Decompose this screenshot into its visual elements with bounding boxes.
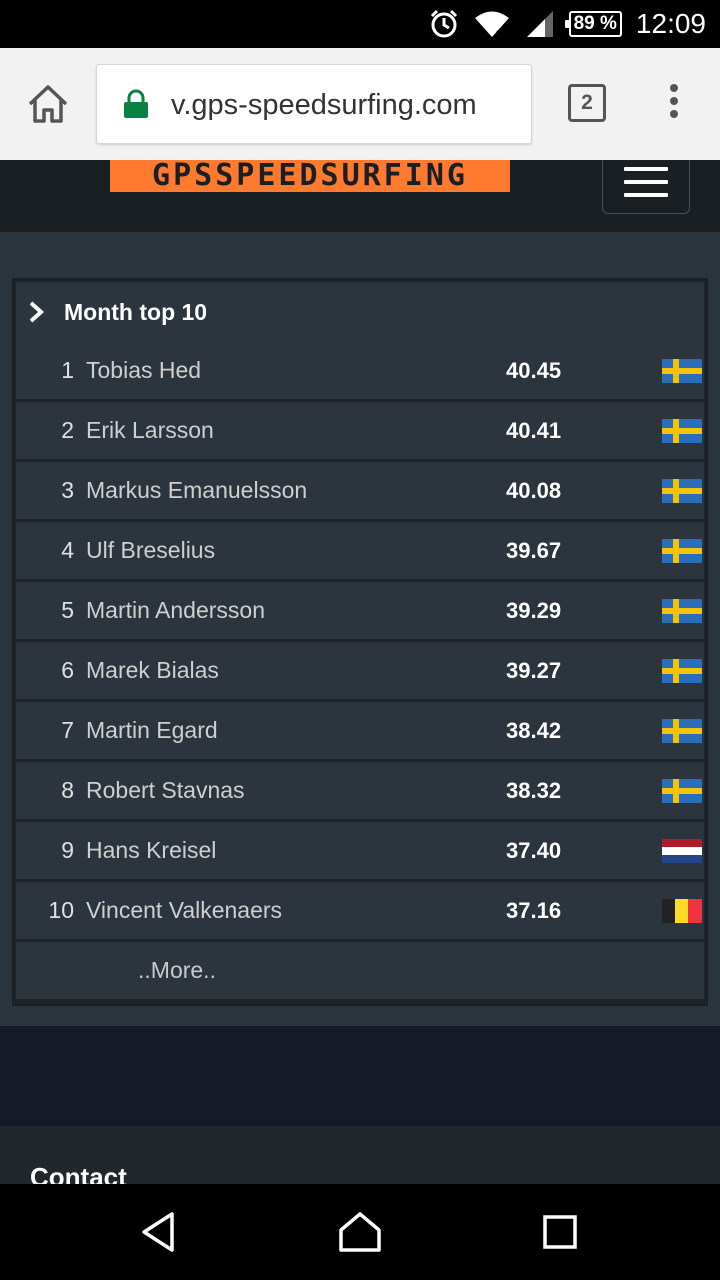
sweden-flag-icon	[662, 419, 702, 443]
month-top10-panel: Month top 10 1 Tobias Hed 40.45 2 Erik Larss…	[12, 278, 708, 1006]
speed-value: 38.42	[506, 718, 562, 743]
contact-heading: Contact	[30, 1162, 127, 1184]
chevron-right-icon	[29, 301, 44, 323]
surfer-name[interactable]: Tobias Hed	[86, 357, 202, 383]
leaderboard-row[interactable]: 1 Tobias Hed 40.45	[16, 342, 704, 399]
web-page: GPSSPEEDSURFING Month top 10 1 Tobias Hed…	[0, 160, 720, 1184]
surfer-name[interactable]: Marek Bialas	[86, 657, 219, 683]
surfer-name[interactable]: Hans Kreisel	[86, 837, 217, 863]
leaderboard-row[interactable]: 6 Marek Bialas 39.27	[16, 642, 704, 699]
rank: 10	[48, 897, 74, 923]
rank: 9	[61, 837, 74, 863]
sweden-flag-icon	[662, 539, 702, 563]
battery-indicator: 89 %	[564, 11, 622, 37]
surfer-name[interactable]: Erik Larsson	[86, 417, 214, 443]
surfer-name[interactable]: Ulf Breselius	[86, 537, 216, 563]
surfer-name[interactable]: Markus Emanuelsson	[86, 477, 308, 503]
rank: 4	[61, 537, 74, 563]
surfer-name[interactable]: Martin Egard	[86, 717, 218, 743]
home-icon[interactable]	[24, 80, 72, 128]
rank: 7	[61, 717, 74, 743]
sweden-flag-icon	[662, 479, 702, 503]
speed-value: 40.08	[506, 478, 562, 503]
site-logo[interactable]: GPSSPEEDSURFING	[110, 160, 510, 192]
speed-value: 39.29	[506, 598, 562, 623]
footer: Contact	[0, 1126, 720, 1184]
leaderboard-row[interactable]: 2 Erik Larsson 40.41	[16, 402, 704, 459]
url-bar[interactable]: v.gps-speedsurfing.com	[96, 64, 532, 144]
leaderboard-row[interactable]: 5 Martin Andersson 39.29	[16, 582, 704, 639]
lock-icon	[124, 89, 148, 118]
home-nav-icon[interactable]	[336, 1208, 384, 1256]
leaderboard-row[interactable]: 7 Martin Egard 38.42	[16, 702, 704, 759]
speed-value: 39.27	[506, 658, 562, 683]
sweden-flag-icon	[662, 659, 702, 683]
speed-value: 40.41	[506, 418, 562, 443]
rank: 1	[61, 357, 74, 383]
url-text[interactable]: v.gps-speedsurfing.com	[171, 89, 477, 121]
rank: 8	[61, 777, 74, 803]
speed-value: 37.16	[506, 898, 562, 923]
leaderboard-row[interactable]: 4 Ulf Breselius 39.67	[16, 522, 704, 579]
recents-icon[interactable]	[536, 1208, 584, 1256]
sweden-flag-icon	[662, 359, 702, 383]
site-header: GPSSPEEDSURFING	[0, 160, 720, 232]
more-link[interactable]: ..More..	[138, 957, 216, 983]
leaderboard-row[interactable]: 10 Vincent Valkenaers 37.16	[16, 882, 704, 939]
status-bar: 89 % 12:09	[0, 0, 720, 48]
browser-toolbar: v.gps-speedsurfing.com 2	[0, 48, 720, 160]
page-band	[0, 1026, 720, 1126]
sweden-flag-icon	[662, 599, 702, 623]
speed-value: 37.40	[506, 838, 562, 863]
rank: 3	[61, 477, 74, 503]
rank: 2	[61, 417, 74, 443]
more-row: ..More..	[16, 942, 704, 999]
sweden-flag-icon	[662, 719, 702, 743]
wifi-icon	[474, 11, 509, 38]
leaderboard-row[interactable]: 3 Markus Emanuelsson 40.08	[16, 462, 704, 519]
speed-value: 40.45	[506, 358, 562, 383]
alarm-icon	[430, 9, 457, 38]
speed-value: 38.32	[506, 778, 562, 803]
surfer-name[interactable]: Martin Andersson	[86, 597, 265, 623]
cell-signal-icon	[526, 11, 553, 37]
tab-switcher-button[interactable]: 2	[568, 84, 606, 122]
main-content: Month top 10 1 Tobias Hed 40.45 2 Erik Larss…	[0, 232, 720, 1026]
system-nav-bar	[0, 1184, 720, 1280]
leaderboard-row[interactable]: 9 Hans Kreisel 37.40	[16, 822, 704, 879]
panel-header[interactable]: Month top 10	[16, 282, 704, 342]
leaderboard-row[interactable]: 8 Robert Stavnas 38.32	[16, 762, 704, 819]
surfer-name[interactable]: Vincent Valkenaers	[86, 897, 283, 923]
back-icon[interactable]	[136, 1208, 184, 1256]
surfer-name[interactable]: Robert Stavnas	[86, 777, 245, 803]
overflow-menu-icon[interactable]	[664, 84, 684, 124]
rank: 5	[61, 597, 74, 623]
speed-value: 39.67	[506, 538, 562, 563]
netherlands-flag-icon	[662, 839, 702, 863]
hamburger-menu-icon[interactable]	[602, 160, 690, 214]
belgium-flag-icon	[662, 899, 702, 923]
rank: 6	[61, 657, 74, 683]
sweden-flag-icon	[662, 779, 702, 803]
clock: 12:09	[635, 8, 706, 39]
panel-title: Month top 10	[64, 299, 208, 325]
